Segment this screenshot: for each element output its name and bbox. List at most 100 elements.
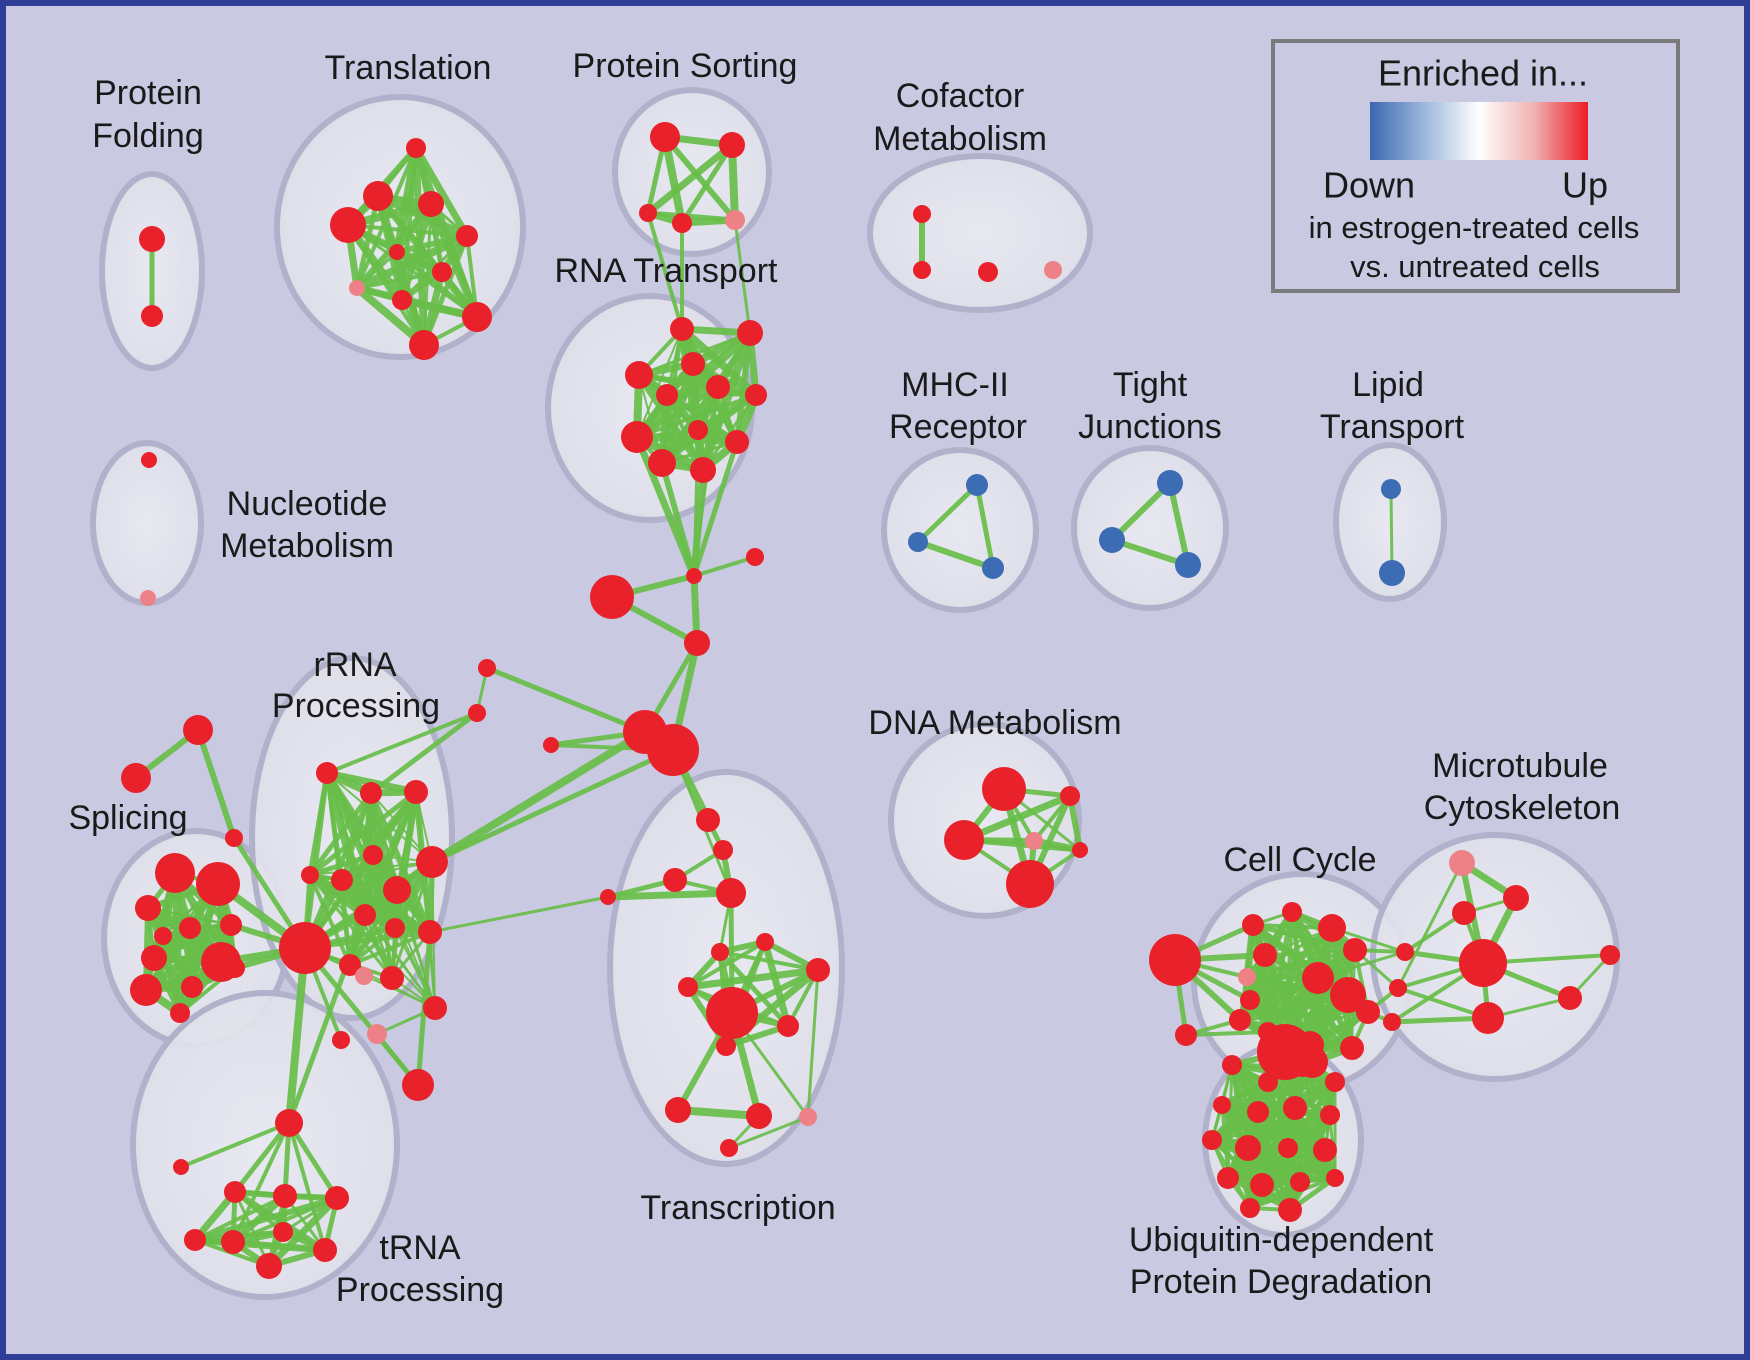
edge-r10-c1 <box>691 439 740 579</box>
edge-h2a-rr8 <box>428 728 649 866</box>
edge-rna-transport-mesh <box>636 328 683 438</box>
node-pf2-gene-set <box>141 305 163 327</box>
node-tc8-gene-set <box>756 933 774 951</box>
node-rrH-gene-set <box>279 922 331 974</box>
edge-ubiquitin-mesh <box>1245 1145 1338 1181</box>
edge-translation-mesh <box>354 193 381 291</box>
node-rr14-gene-set <box>355 967 373 985</box>
node-mtP-gene-set <box>1449 850 1475 876</box>
edge-ubiquitin-mesh <box>1210 1113 1332 1142</box>
node-cc2-gene-set <box>1282 902 1302 922</box>
legend-caption-line2: vs. untreated cells <box>1350 249 1600 284</box>
label-trna-processing-line-1: Processing <box>336 1271 504 1309</box>
node-sp11-gene-set <box>170 1003 190 1023</box>
node-r1-gene-set <box>670 317 694 341</box>
label-lipid-transport-line-0: Lipid <box>1352 366 1424 404</box>
node-tc5-gene-set <box>600 889 616 905</box>
node-rr10-gene-set <box>385 918 405 938</box>
edge-rrna-mesh <box>309 861 433 876</box>
node-tj3-gene-set <box>1175 552 1201 578</box>
node-t2-gene-set <box>363 181 393 211</box>
node-t8-gene-set <box>349 280 365 296</box>
edge-rna-transport-mesh <box>633 433 741 446</box>
node-cc12-gene-set <box>1356 1000 1380 1024</box>
node-u5-gene-set <box>1213 1096 1231 1114</box>
node-s3-gene-set <box>639 204 657 222</box>
edge-trna-mesh <box>265 1194 341 1270</box>
label-protein-folding-line-0: Protein <box>94 74 202 112</box>
node-tnH-gene-set <box>275 1109 303 1137</box>
node-r7-gene-set <box>745 384 767 406</box>
label-tight-junctions-line-0: Tight <box>1113 366 1188 404</box>
node-d2-gene-set <box>944 820 984 860</box>
node-c4-gene-set <box>684 630 710 656</box>
node-rr3-gene-set <box>404 780 428 804</box>
edge-p1-h2a <box>484 665 648 735</box>
edge-tnH-rrH <box>285 944 309 1127</box>
label-splicing-line-0: Splicing <box>68 799 187 837</box>
edge-cell-cycle-mesh <box>1263 948 1357 957</box>
label-nucleotide-metabolism-line-1: Metabolism <box>220 527 394 565</box>
node-cc6-gene-set <box>1238 968 1256 986</box>
node-r8-gene-set <box>688 420 708 440</box>
node-rr18-gene-set <box>332 1031 350 1049</box>
edge-tc5-tc4 <box>604 889 735 901</box>
edge-translation-mesh <box>346 223 469 238</box>
node-c3-gene-set <box>590 575 634 619</box>
node-u6-gene-set <box>1247 1101 1269 1123</box>
label-translation-line-0: Translation <box>325 49 492 87</box>
node-n2-gene-set <box>140 590 156 606</box>
edge-protein-sorting-mesh <box>644 141 736 217</box>
edge-transcription-core-mesh <box>761 938 792 1030</box>
nodes-layer <box>121 122 1620 1279</box>
edge-tc15-tc14 <box>727 1115 810 1150</box>
legend-down-label: Down <box>1323 165 1415 206</box>
node-s5-gene-set <box>725 210 745 230</box>
node-m3-gene-set <box>982 557 1004 579</box>
edge-splicing-mesh <box>146 906 233 927</box>
node-k3-gene-set <box>1383 1013 1401 1031</box>
node-tc14-gene-set <box>799 1108 817 1126</box>
edge-ubiquitin-mesh <box>1248 1176 1337 1210</box>
node-cc4-gene-set <box>1343 938 1367 962</box>
node-rr2-gene-set <box>360 782 382 804</box>
node-tcB-gene-set <box>706 987 758 1039</box>
node-tn1-gene-set <box>173 1159 189 1175</box>
node-t4-gene-set <box>330 207 366 243</box>
label-lipid-transport-line-1: Transport <box>1320 408 1465 446</box>
node-d6-gene-set <box>1072 842 1088 858</box>
edge-l1-l2 <box>1389 487 1394 575</box>
node-tc13-gene-set <box>746 1103 772 1129</box>
cluster-labels: Protein Folding Translation Protein Sorting… <box>68 47 1620 1309</box>
node-sp3-gene-set <box>135 895 161 921</box>
node-l1-gene-set <box>1381 479 1401 499</box>
node-rr13-gene-set <box>380 966 404 990</box>
node-m2-gene-set <box>908 532 928 552</box>
node-d3-gene-set <box>1025 832 1043 850</box>
node-mt6-gene-set <box>1472 1002 1504 1034</box>
edge-tj1-tj2 <box>1109 480 1173 543</box>
node-sp6-gene-set <box>141 945 167 971</box>
edge-ubiquitin-mesh <box>1220 1080 1337 1107</box>
node-u10-gene-set <box>1235 1135 1261 1161</box>
node-tn8-gene-set <box>313 1238 337 1262</box>
node-mt2-gene-set <box>1503 885 1529 911</box>
edge-ubiquitin-mesh <box>1226 1148 1327 1180</box>
label-transcription-line-0: Transcription <box>640 1189 835 1227</box>
label-microtubule-cytoskeleton-line-0: Microtubule <box>1432 747 1608 785</box>
node-cc8-gene-set <box>1229 1009 1251 1031</box>
node-c5-gene-set <box>543 737 559 753</box>
edge-rrna-mesh <box>348 930 432 967</box>
node-tc2-gene-set <box>713 840 733 860</box>
node-tc12-gene-set <box>665 1097 691 1123</box>
edge-translation-mesh <box>346 223 426 347</box>
label-ubiquitin-degradation-line-0: Ubiquitin-dependent <box>1129 1221 1434 1259</box>
edge-rrna-mesh <box>348 860 434 967</box>
edge-tc12-tc13 <box>674 1106 763 1120</box>
node-c2-gene-set <box>746 548 764 566</box>
node-x1-gene-set <box>183 715 213 745</box>
node-sp10-gene-set <box>225 958 245 978</box>
label-cofactor-metabolism-line-0: Cofactor <box>896 77 1025 115</box>
node-sp12-gene-set <box>154 927 172 945</box>
node-sp5-gene-set <box>220 914 242 936</box>
